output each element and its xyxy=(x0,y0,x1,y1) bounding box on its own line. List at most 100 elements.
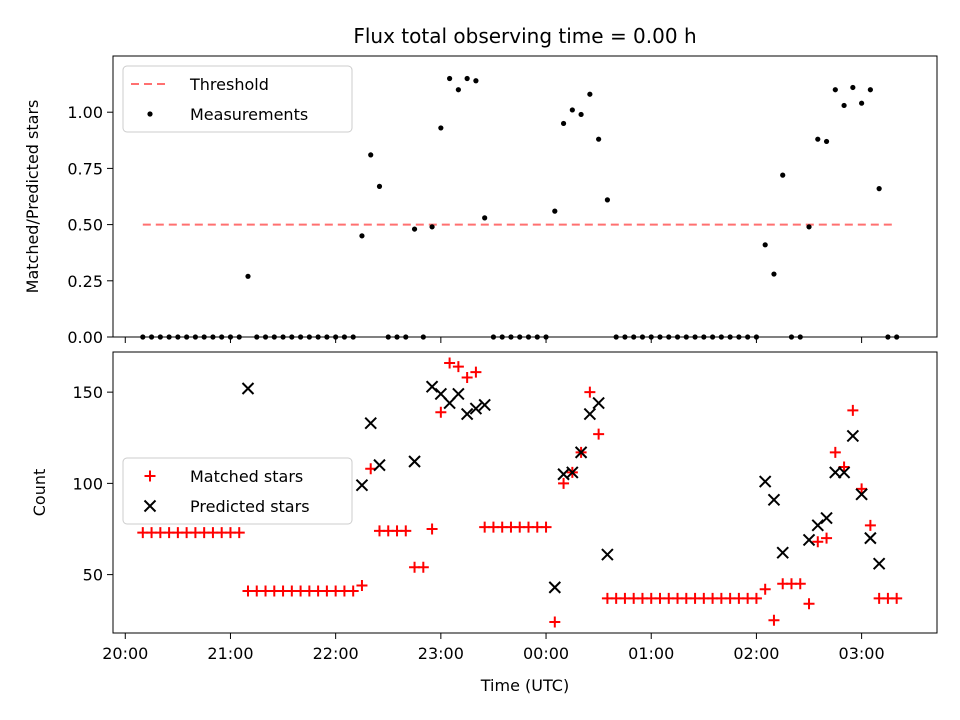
predicted-point xyxy=(802,533,816,547)
measurement-point xyxy=(289,334,295,340)
measurement-point xyxy=(596,136,602,142)
measurement-point xyxy=(639,334,646,340)
legend-box xyxy=(122,457,353,525)
measurement-point xyxy=(674,334,681,340)
x-tick-label: 03:00 xyxy=(839,644,885,663)
matched-point xyxy=(347,585,359,597)
measurement-point xyxy=(543,334,549,340)
predicted-point xyxy=(855,488,868,501)
measurement-point xyxy=(499,334,505,340)
matched-point xyxy=(356,580,368,592)
measurement-point xyxy=(692,334,698,340)
y-tick-label: 0.50 xyxy=(67,216,103,235)
x-tick-label: 21:00 xyxy=(207,644,253,663)
measurement-point xyxy=(455,87,461,93)
measurement-point xyxy=(394,334,400,340)
measurement-point xyxy=(569,107,575,113)
matched-point xyxy=(803,598,815,610)
measurement-point xyxy=(885,334,891,340)
plot-frame xyxy=(112,55,938,338)
measurement-point xyxy=(560,120,567,127)
measurement-point xyxy=(797,334,803,340)
matched-point xyxy=(856,483,868,495)
measurement-point xyxy=(333,334,339,340)
predicted-point xyxy=(566,466,579,479)
predicted-point xyxy=(829,466,842,479)
matched-point xyxy=(452,361,464,373)
legend-box xyxy=(122,65,353,133)
y-axis-label: Count xyxy=(30,469,49,517)
matched-point xyxy=(750,592,762,604)
predicted-point xyxy=(820,511,833,525)
y-tick-label: 150 xyxy=(72,383,103,402)
measurement-point xyxy=(227,334,234,340)
matched-point xyxy=(812,536,824,548)
measurement-point xyxy=(236,334,242,340)
measurement-point xyxy=(219,334,225,340)
measurement-point xyxy=(788,334,795,340)
measurement-point xyxy=(438,125,444,131)
measurement-point xyxy=(166,334,172,340)
measurement-point xyxy=(280,334,286,340)
measurement-point xyxy=(411,226,418,232)
matched-point xyxy=(821,532,833,544)
chart-title: Flux total observing time = 0.00 h xyxy=(353,24,696,48)
predicted-point xyxy=(872,557,886,570)
measurement-point xyxy=(517,334,523,340)
measurement-point xyxy=(622,334,628,340)
measurement-point xyxy=(148,334,155,340)
measurement-point xyxy=(604,197,611,203)
legend-swatch xyxy=(144,470,156,482)
predicted-point xyxy=(846,429,860,443)
measurement-point xyxy=(245,273,251,279)
predicted-point xyxy=(460,407,474,421)
y-tick-label: 0.00 xyxy=(67,328,103,347)
predicted-point xyxy=(583,407,597,421)
predicted-point xyxy=(373,458,386,472)
measurement-point xyxy=(718,334,724,340)
matched-point xyxy=(829,446,841,458)
ratio-plot: 0.00 0.25 0.50 0.75 1.00 Matched/Predicted st… xyxy=(23,55,938,347)
matched-point xyxy=(400,525,412,537)
measurement-point xyxy=(490,334,497,340)
measurement-point xyxy=(631,334,637,340)
legend-label: Matched stars xyxy=(190,467,303,486)
measurement-point xyxy=(306,334,312,340)
legend-swatch xyxy=(143,499,157,513)
matched-point xyxy=(417,561,429,573)
measurement-point xyxy=(657,334,663,340)
measurement-point xyxy=(745,334,751,340)
measurement-point xyxy=(832,87,838,93)
measurement-point xyxy=(613,334,619,340)
matched-point xyxy=(435,406,447,418)
y-tick-label: 100 xyxy=(72,474,103,493)
measurement-point xyxy=(140,334,146,340)
x-axis-label: Time (UTC) xyxy=(480,676,569,695)
measurement-point xyxy=(815,136,821,142)
measurement-point xyxy=(271,334,277,340)
measurement-point xyxy=(508,334,514,340)
measurement-point xyxy=(175,334,181,340)
predicted-point xyxy=(364,416,377,430)
measurement-point xyxy=(192,334,198,340)
predicted-point xyxy=(452,387,465,401)
y-tick-label: 0.75 xyxy=(67,159,103,178)
predicted-point xyxy=(469,402,483,415)
matched-point xyxy=(461,372,473,384)
predicted-point xyxy=(574,446,588,459)
matched-point xyxy=(891,592,903,604)
measurement-point xyxy=(315,334,321,340)
measurement-point xyxy=(683,334,689,340)
predicted-point xyxy=(408,455,421,468)
legend-label: Threshold xyxy=(189,75,269,94)
predicted-point xyxy=(355,478,369,492)
legend-swatch xyxy=(147,111,153,117)
predicted-point xyxy=(837,466,851,479)
measurement-point xyxy=(184,334,190,340)
measurement-point xyxy=(385,334,391,340)
measurement-point xyxy=(447,75,453,82)
measurement-point xyxy=(552,208,558,214)
measurement-point xyxy=(850,84,856,91)
matched-point xyxy=(794,578,806,590)
measurement-point xyxy=(771,271,777,277)
